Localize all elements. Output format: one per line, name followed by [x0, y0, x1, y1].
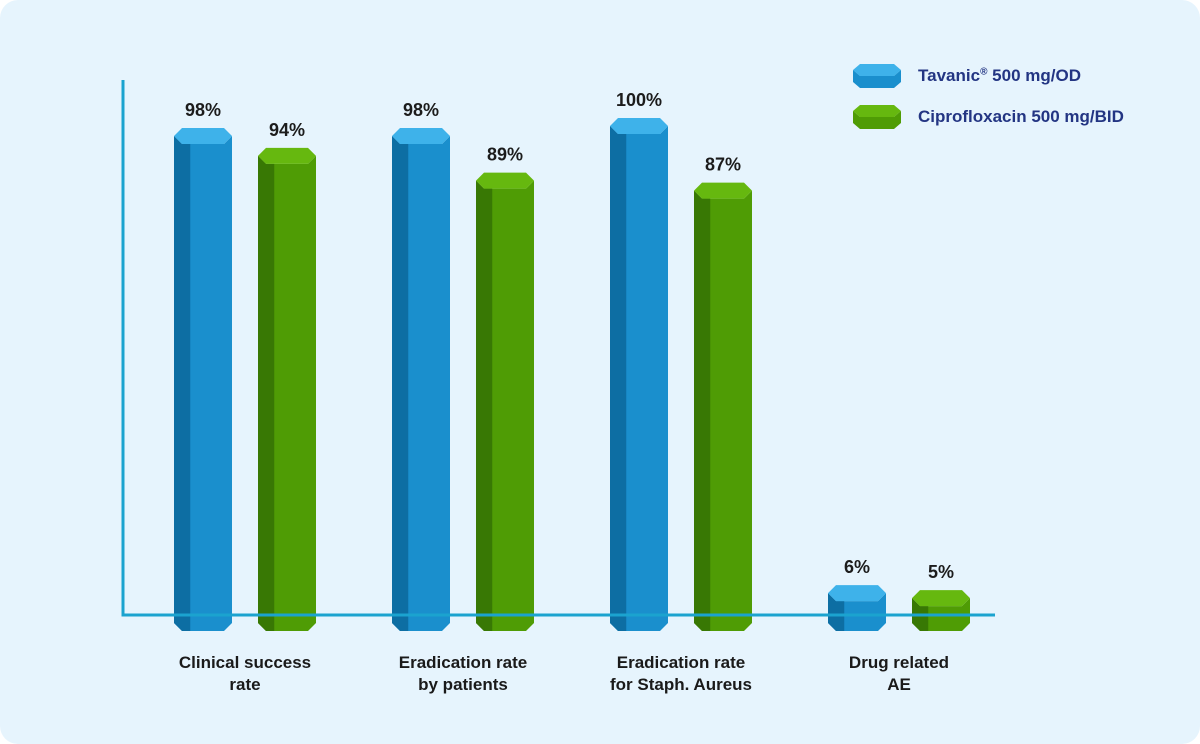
bar-side — [174, 135, 191, 631]
bar-0-3 — [828, 585, 886, 631]
legend-label-tavanic-sup: ® — [980, 66, 988, 78]
category-label-0: Clinical success rate — [179, 653, 311, 694]
bar-0-1 — [392, 127, 450, 631]
category-label-line: Eradication rate — [617, 653, 746, 672]
legend-label-tavanic-rest: 500 mg/OD — [987, 66, 1081, 85]
value-label-1-2: 87% — [705, 155, 741, 175]
value-label-1-0: 94% — [269, 120, 305, 140]
bar-side — [610, 126, 627, 631]
legend-swatch-tavanic-top — [853, 64, 901, 76]
value-label-1-3: 5% — [928, 562, 954, 582]
bar-0-2 — [610, 118, 668, 631]
category-label-2: Eradication rate for Staph. Aureus — [610, 653, 752, 694]
bar-top — [258, 147, 316, 164]
legend-label-tavanic: Tavanic® 500 mg/OD — [918, 66, 1081, 86]
bar-top — [610, 118, 668, 134]
axes-layer — [121, 80, 995, 617]
bar-1-3 — [912, 590, 970, 631]
bar-top — [912, 590, 970, 607]
bar-side — [828, 593, 845, 631]
category-label-line: Clinical success — [179, 653, 311, 672]
bar-side — [258, 155, 275, 631]
bar-side — [476, 180, 493, 632]
bar-top — [476, 172, 534, 189]
legend-swatch-tavanic — [853, 64, 901, 88]
bar-top — [174, 127, 232, 144]
bar-top — [828, 585, 886, 602]
value-label-0-0: 98% — [185, 100, 221, 120]
legend-label-ciprofloxacin-main: Ciprofloxacin 500 mg/BID — [918, 107, 1124, 126]
bars-layer — [174, 118, 970, 632]
bar-top — [392, 127, 450, 144]
bar-side — [694, 190, 711, 632]
bar-0-0 — [174, 127, 232, 631]
legend: Tavanic® 500 mg/OD Ciprofloxacin 500 mg/… — [852, 62, 1124, 144]
value-label-0-2: 100% — [616, 90, 662, 110]
value-label-0-3: 6% — [844, 557, 870, 577]
legend-item-tavanic: Tavanic® 500 mg/OD — [852, 62, 1124, 90]
category-label-3: Drug related AE — [849, 653, 949, 694]
legend-item-ciprofloxacin: Ciprofloxacin 500 mg/BID — [852, 103, 1124, 131]
legend-label-ciprofloxacin: Ciprofloxacin 500 mg/BID — [918, 107, 1124, 127]
category-label-line: Eradication rate — [399, 653, 528, 672]
bar-1-0 — [258, 147, 316, 631]
bar-1-2 — [694, 182, 752, 632]
legend-label-tavanic-main: Tavanic — [918, 66, 981, 85]
value-label-0-1: 98% — [403, 100, 439, 120]
category-label-line: Drug related — [849, 653, 949, 672]
legend-swatch-ciprofloxacin-top — [853, 105, 901, 117]
category-label-line: by patients — [418, 675, 508, 694]
labels-layer: 98% 98% 100% 6% 94% 89% 87% 5% Clinical success r… — [179, 90, 954, 694]
legend-swatch-ciprofloxacin-body — [853, 111, 901, 129]
legend-swatch-tavanic-body — [853, 70, 901, 88]
category-label-line: AE — [887, 675, 911, 694]
legend-swatch-ciprofloxacin — [853, 105, 901, 129]
bar-1-1 — [476, 172, 534, 632]
bar-top — [694, 182, 752, 199]
bar-side — [392, 135, 409, 631]
category-label-line: for Staph. Aureus — [610, 675, 752, 694]
category-label-1: Eradication rate by patients — [399, 653, 528, 694]
category-label-line: rate — [229, 675, 260, 694]
value-label-1-1: 89% — [487, 145, 523, 165]
